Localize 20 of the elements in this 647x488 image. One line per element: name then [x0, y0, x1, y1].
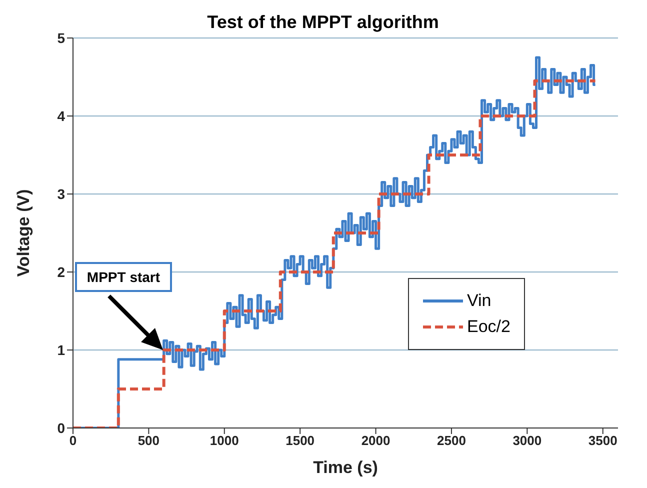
x-axis-title: Time (s) — [313, 458, 378, 477]
annotation: MPPT start — [74, 262, 172, 292]
y-tick-label: 5 — [57, 30, 66, 46]
y-axis-title: Voltage (V) — [14, 189, 34, 277]
x-tick-label: 1000 — [210, 433, 239, 448]
x-tick-label: 2500 — [437, 433, 466, 448]
legend-label: Vin — [467, 291, 492, 311]
x-tick-label: 3500 — [588, 433, 618, 448]
y-tick-label: 4 — [57, 108, 66, 124]
chart-title: Test of the MPPT algorithm — [207, 12, 439, 32]
legend-label: Eoc/2 — [467, 317, 510, 337]
x-tick-label: 3000 — [512, 433, 542, 448]
y-tick-label: 2 — [57, 264, 66, 280]
y-tick-label: 1 — [57, 342, 66, 358]
x-tick-label: 0 — [69, 433, 77, 448]
x-tick-label: 1500 — [286, 433, 315, 448]
y-tick-label: 3 — [57, 186, 66, 202]
y-tick-label: 0 — [57, 420, 66, 436]
x-tick-label: 2000 — [361, 433, 390, 448]
x-tick-label: 500 — [138, 433, 160, 448]
